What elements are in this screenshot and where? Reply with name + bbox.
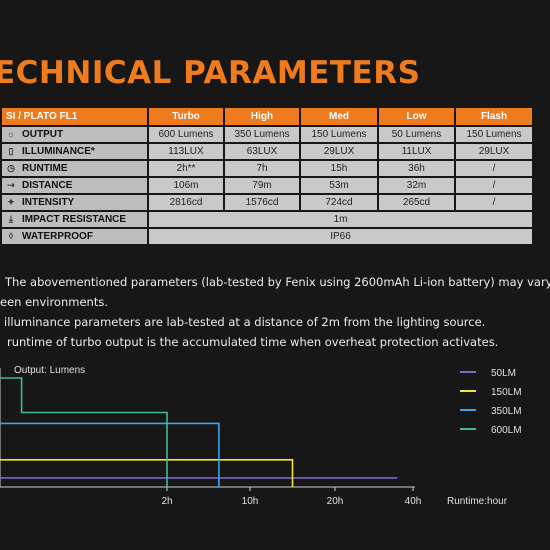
footnotes: The abovementioned parameters (lab-teste… — [0, 272, 550, 352]
row-label: IMPACT RESISTANCE — [22, 214, 127, 225]
table-cell: 600 Lumens — [149, 127, 223, 142]
row-label-runtime: ◷ RUNTIME — [2, 161, 147, 176]
series-line-150lm — [0, 459, 294, 487]
table-cell: 15h — [301, 161, 377, 176]
table-cell: 50 Lumens — [379, 127, 454, 142]
series-line-350lm — [0, 422, 220, 487]
table-cell: 11LUX — [379, 144, 454, 159]
row-label-waterproof: ◊ WATERPROOF — [2, 229, 147, 244]
table-cell: 150 Lumens — [301, 127, 377, 142]
row-label-distance: ⇢ DISTANCE — [2, 178, 147, 193]
row-label-impact-resistance: ⤓ IMPACT RESISTANCE — [2, 212, 147, 227]
row-label: DISTANCE — [22, 180, 73, 191]
table-cell: 724cd — [301, 195, 377, 210]
y-axis-label: Output: Lumens — [14, 365, 85, 376]
legend-label-150lm: 150LM — [491, 387, 522, 398]
table-cell: 350 Lumens — [225, 127, 299, 142]
header-flash: Flash — [456, 108, 532, 125]
row-label-illuminance: ▯ ILLUMINANCE* — [2, 144, 147, 159]
table-cell: 106m — [149, 178, 223, 193]
row-label: RUNTIME — [22, 163, 68, 174]
row-label: OUTPUT — [22, 129, 64, 140]
table-row: ▯ ILLUMINANCE* 113LUX 63LUX 29LUX 11LUX 2… — [2, 144, 532, 159]
table-cell: 265cd — [379, 195, 454, 210]
row-label-intensity: ✦ INTENSITY — [2, 195, 147, 210]
x-tick-label: 40h — [405, 496, 422, 507]
header-low: Low — [379, 108, 454, 125]
legend-label-50lm: 50LM — [491, 368, 516, 379]
row-label: INTENSITY — [22, 197, 75, 208]
header-med: Med — [301, 108, 377, 125]
table-row: ⤓ IMPACT RESISTANCE 1m — [2, 212, 532, 227]
waterproof-icon: ◊ — [8, 231, 14, 241]
header-turbo: Turbo — [149, 108, 223, 125]
illuminance-icon: ▯ — [8, 146, 14, 156]
table-row: ✦ INTENSITY 2816cd 1576cd 724cd 265cd / — [2, 195, 532, 210]
table-cell: / — [456, 178, 532, 193]
table-cell: 1m — [149, 212, 532, 227]
table-row: ☼ OUTPUT 600 Lumens 350 Lumens 150 Lumens… — [2, 127, 532, 142]
table-cell: 29LUX — [301, 144, 377, 159]
distance-icon: ⇢ — [7, 180, 15, 190]
row-label: WATERPROOF — [22, 231, 93, 242]
table-cell: 113LUX — [149, 144, 223, 159]
header-model: SI / PLATO FL1 — [2, 108, 147, 125]
table-cell: 32m — [379, 178, 454, 193]
table-cell: 29LUX — [456, 144, 532, 159]
output-icon: ☼ — [6, 129, 16, 139]
table-cell: 2h** — [149, 161, 223, 176]
table-cell: 53m — [301, 178, 377, 193]
x-tick-label: 20h — [327, 496, 344, 507]
runtime-chart: Output: Lumens 2h 10h 20h 40h Runtime:hour 50L… — [0, 365, 522, 507]
table-cell: 150 Lumens — [456, 127, 532, 142]
footnote-1: The abovementioned parameters (lab-teste… — [5, 275, 550, 289]
table-cell: 2816cd — [149, 195, 223, 210]
table-cell: / — [456, 161, 532, 176]
page-title: ECHNICAL PARAMETERS — [0, 55, 421, 91]
table-cell: 1576cd — [225, 195, 299, 210]
table-cell: 63LUX — [225, 144, 299, 159]
x-axis-label: Runtime:hour — [447, 496, 508, 507]
table-cell: 7h — [225, 161, 299, 176]
row-label-output: ☼ OUTPUT — [2, 127, 147, 142]
series-line-600lm — [0, 377, 168, 487]
table-cell: / — [456, 195, 532, 210]
legend-label-350lm: 350LM — [491, 406, 522, 417]
intensity-icon: ✦ — [7, 197, 15, 207]
x-tick-label: 2h — [161, 496, 172, 507]
table-cell: 36h — [379, 161, 454, 176]
row-label: ILLUMINANCE* — [22, 146, 95, 157]
footnote-1-continued: een environments. — [0, 295, 108, 309]
impact-icon: ⤓ — [9, 214, 13, 224]
runtime-icon: ◷ — [7, 163, 15, 173]
legend-label-600lm: 600LM — [491, 425, 522, 436]
footnote-2: illuminance parameters are lab-tested at… — [4, 315, 486, 329]
x-tick-label: 10h — [242, 496, 259, 507]
table-row: ⇢ DISTANCE 106m 79m 53m 32m / — [2, 178, 532, 193]
header-high: High — [225, 108, 299, 125]
table-row: ◊ WATERPROOF IP66 — [2, 229, 532, 244]
table-cell: IP66 — [149, 229, 532, 244]
table-row: ◷ RUNTIME 2h** 7h 15h 36h / — [2, 161, 532, 176]
table-cell: 79m — [225, 178, 299, 193]
table-header-row: SI / PLATO FL1 Turbo High Med Low Flash — [2, 108, 532, 125]
parameters-table: SI / PLATO FL1 Turbo High Med Low Flash … — [0, 106, 534, 246]
footnote-3: runtime of turbo output is the accumulat… — [7, 335, 499, 349]
